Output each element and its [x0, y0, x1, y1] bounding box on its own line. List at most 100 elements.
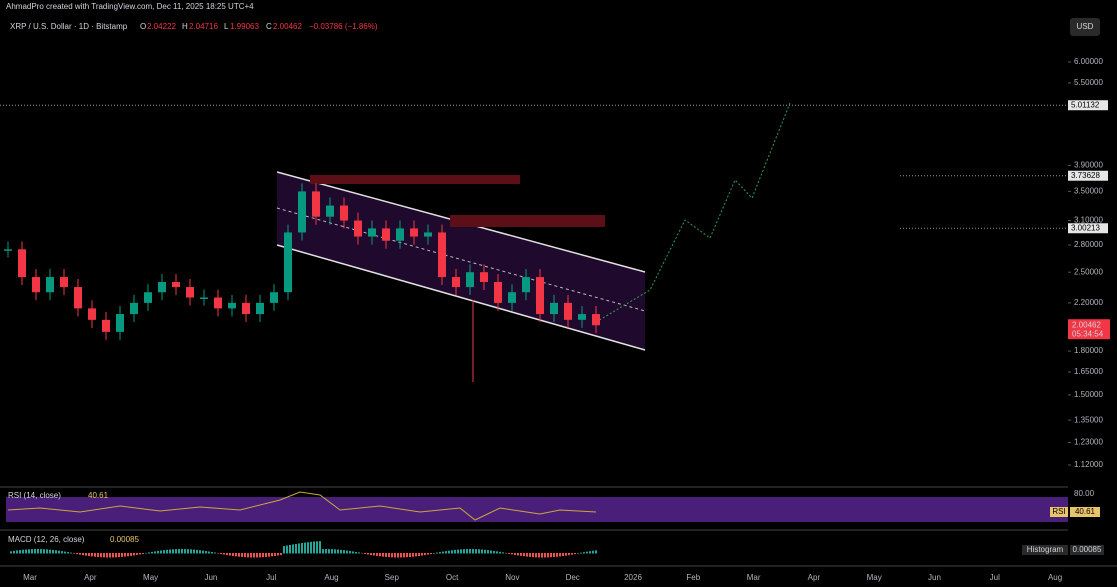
histogram-bar	[217, 553, 219, 554]
histogram-bar	[265, 553, 267, 557]
histogram-bar	[292, 544, 294, 554]
histogram-bar	[244, 553, 246, 558]
y-tick-label: 6.00000	[1074, 57, 1103, 66]
histogram-bar	[85, 553, 87, 556]
y-tick-label: 2.20000	[1074, 298, 1103, 307]
histogram-bar	[28, 549, 30, 554]
x-tick-label: Feb	[686, 573, 700, 582]
histogram-bar	[286, 545, 288, 554]
x-tick-label: Dec	[566, 573, 580, 582]
histogram-bar	[346, 550, 348, 554]
histogram-bar	[115, 553, 117, 558]
histogram-bar	[73, 553, 75, 554]
histogram-bar	[361, 552, 363, 554]
histogram-bar	[52, 549, 54, 554]
channel-middle	[276, 207, 646, 312]
histogram-bar	[199, 550, 201, 554]
histogram-bar	[211, 552, 213, 554]
histogram-bar	[475, 549, 477, 554]
histogram-bar	[277, 553, 279, 556]
histogram-bar	[34, 549, 36, 554]
histogram-bar	[271, 553, 273, 557]
histogram-bar	[310, 541, 312, 554]
histogram-bar	[163, 550, 165, 554]
histogram-bar	[25, 549, 27, 554]
histogram-bar	[148, 552, 150, 554]
histogram-bar	[22, 549, 24, 554]
histogram-bar	[355, 551, 357, 554]
histogram-bar	[547, 553, 549, 558]
histogram-bar	[367, 553, 369, 555]
y-tick-label: 2.50000	[1074, 267, 1103, 276]
x-tick-label: Jun	[204, 573, 217, 582]
marker-label: 3.73628	[1071, 171, 1100, 180]
histogram-bar	[457, 549, 459, 554]
histogram-bar	[298, 543, 300, 554]
currency[interactable]: USD	[1077, 22, 1094, 31]
histogram-bar	[385, 553, 387, 557]
histogram-bar	[481, 549, 483, 554]
close: 2.00462	[273, 22, 302, 31]
credit: AhmadPro created with TradingView.com, D…	[6, 2, 254, 11]
histogram-bar	[214, 552, 216, 554]
histogram-bar	[565, 553, 567, 556]
histogram-bar	[370, 553, 372, 555]
histogram-bar	[487, 550, 489, 554]
y-tick-label: 1.12000	[1074, 460, 1103, 469]
histogram-bar	[526, 553, 528, 557]
last-price-tag	[1068, 319, 1110, 340]
histogram-bar	[427, 553, 429, 555]
x-tick-label: Nov	[505, 573, 519, 582]
histogram-bar	[544, 553, 546, 558]
histogram-bar	[397, 553, 399, 558]
histogram-bar	[541, 553, 543, 558]
symbol: XRP / U.S. Dollar · 1D · Bitstamp	[10, 22, 128, 31]
rsi-level: 80.00	[1074, 489, 1095, 498]
histogram-bar	[166, 549, 168, 554]
histogram-bar	[508, 553, 510, 554]
y-tick-label: 1.35000	[1074, 415, 1103, 424]
currency-button[interactable]	[1070, 18, 1100, 36]
histogram-bar	[55, 550, 57, 554]
histogram-bar	[136, 553, 138, 555]
x-tick-label: Mar	[23, 573, 37, 582]
histogram-bar	[259, 553, 261, 558]
histogram-bar	[403, 553, 405, 558]
histogram-bar	[97, 553, 99, 558]
y-tick-label: 5.50000	[1074, 78, 1103, 87]
histogram-bar	[592, 550, 594, 554]
histogram-bar	[121, 553, 123, 557]
histogram-bar	[580, 552, 582, 554]
histogram-bar	[160, 550, 162, 554]
histogram-bar	[379, 553, 381, 557]
histogram-bar	[280, 553, 282, 556]
high: 2.04716	[189, 22, 218, 31]
histogram-bar	[328, 549, 330, 554]
histogram-bar	[154, 551, 156, 554]
histogram-bar	[451, 550, 453, 554]
x-tick-label: May	[143, 573, 158, 582]
histogram-bar	[568, 553, 570, 556]
histogram-label: Histogram	[1027, 545, 1064, 554]
histogram-bar	[463, 549, 465, 554]
histogram-bar	[109, 553, 111, 558]
histogram-bar	[190, 549, 192, 554]
histogram-bar	[235, 553, 237, 557]
change: −0.03786 (−1.86%)	[309, 22, 378, 31]
histogram-bar	[406, 553, 408, 558]
macd-title: MACD (12, 26, close)	[8, 535, 85, 544]
macd-value: 0.00085	[110, 535, 139, 544]
histogram-bar	[442, 551, 444, 554]
histogram-bar	[316, 541, 318, 554]
histogram-bar	[289, 545, 291, 554]
histogram-bar	[556, 553, 558, 557]
histogram-bar	[469, 549, 471, 554]
rsi-tag-value: 40.61	[1075, 507, 1096, 516]
histogram-bar	[562, 553, 564, 557]
histogram-bar	[511, 553, 513, 555]
histogram-bar	[484, 549, 486, 554]
histogram-bar	[571, 553, 573, 555]
low-label: L	[224, 22, 229, 31]
histogram-bar	[520, 553, 522, 556]
